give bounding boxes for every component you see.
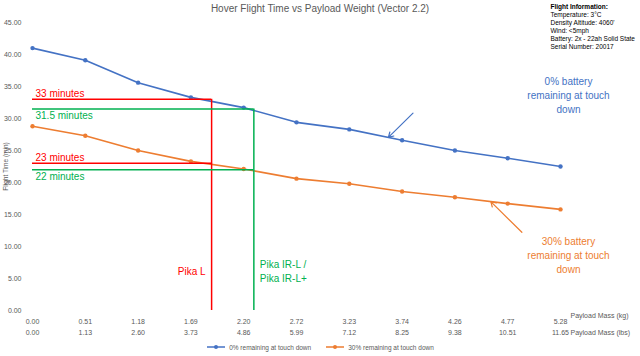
svg-text:2.60: 2.60 — [131, 329, 145, 336]
svg-text:25.00: 25.00 — [4, 146, 22, 154]
svg-text:1.13: 1.13 — [78, 329, 92, 336]
svg-text:10.51: 10.51 — [499, 329, 517, 336]
svg-text:2.72: 2.72 — [290, 318, 304, 325]
svg-text:0.00: 0.00 — [26, 318, 40, 325]
svg-text:Payload Mass (kg): Payload Mass (kg) — [571, 312, 629, 320]
svg-text:0.00: 0.00 — [26, 329, 40, 336]
svg-text:Flight Time (min): Flight Time (min) — [2, 142, 10, 190]
svg-text:10.00: 10.00 — [4, 243, 22, 250]
svg-text:0.51: 0.51 — [78, 318, 92, 325]
svg-text:0.00: 0.00 — [8, 307, 22, 314]
svg-text:Payload Mass (lbs): Payload Mass (lbs) — [571, 329, 631, 337]
svg-text:4.77: 4.77 — [501, 318, 515, 325]
svg-text:11.65: 11.65 — [552, 329, 569, 336]
svg-text:3.23: 3.23 — [342, 318, 356, 325]
svg-text:2.20: 2.20 — [237, 318, 251, 325]
html-text:Hover Flight Time vs Payload W: Hover Flight Time vs Payload Weight (Vec… — [210, 3, 430, 14]
svg-text:Pika IR-L /Pika IR-L+: Pika IR-L /Pika IR-L+ — [260, 259, 307, 284]
svg-text:45.00: 45.00 — [4, 19, 22, 26]
svg-text:7.12: 7.12 — [342, 329, 356, 336]
html-text:Serial Number: 20017: Serial Number: 20017 — [550, 43, 614, 50]
svg-text:4.86: 4.86 — [237, 329, 251, 336]
svg-text:15.00: 15.00 — [4, 211, 22, 218]
svg-text:1.69: 1.69 — [184, 318, 198, 325]
svg-text:5.99: 5.99 — [290, 329, 304, 336]
html-text:Flight Information:: Flight Information: — [550, 3, 608, 10]
svg-text:23 minutes: 23 minutes — [36, 152, 85, 163]
html-text:Temperature: 3°C: Temperature: 3°C — [550, 11, 602, 18]
svg-text:9.38: 9.38 — [448, 329, 462, 336]
svg-text:5.00: 5.00 — [8, 275, 22, 282]
svg-text:33 minutes: 33 minutes — [36, 88, 85, 99]
svg-text:Pika L: Pika L — [178, 266, 206, 277]
svg-text:30% batteryremaining at touchd: 30% batteryremaining at touchdown — [527, 236, 609, 275]
svg-text:0% batteryremaining at touchdo: 0% batteryremaining at touchdown — [527, 76, 609, 115]
svg-text:35.00: 35.00 — [4, 83, 22, 90]
svg-text:5.28: 5.28 — [554, 318, 568, 325]
html-text:Density Altitude: 4060': Density Altitude: 4060' — [550, 19, 615, 26]
svg-text:1.18: 1.18 — [131, 318, 145, 325]
svg-text:3.74: 3.74 — [395, 318, 409, 325]
svg-text:3.73: 3.73 — [184, 329, 198, 336]
svg-text:30.00: 30.00 — [4, 115, 22, 122]
svg-text:4.26: 4.26 — [448, 318, 462, 325]
svg-text:40.00: 40.00 — [4, 51, 22, 58]
svg-text:22 minutes: 22 minutes — [36, 171, 85, 182]
svg-text:20.00: 20.00 — [4, 178, 22, 186]
html-text:Battery: 2x - 22ah Solid State: Battery: 2x - 22ah Solid State — [550, 35, 635, 42]
svg-text:8.25: 8.25 — [395, 329, 409, 336]
svg-text:31.5 minutes: 31.5 minutes — [36, 110, 93, 121]
html-text:30% remaining at touch down: 30% remaining at touch down — [348, 343, 434, 351]
html-text:0% remaining at touch down: 0% remaining at touch down — [229, 343, 312, 351]
html-text:Wind: <5mph: Wind: <5mph — [550, 27, 589, 34]
